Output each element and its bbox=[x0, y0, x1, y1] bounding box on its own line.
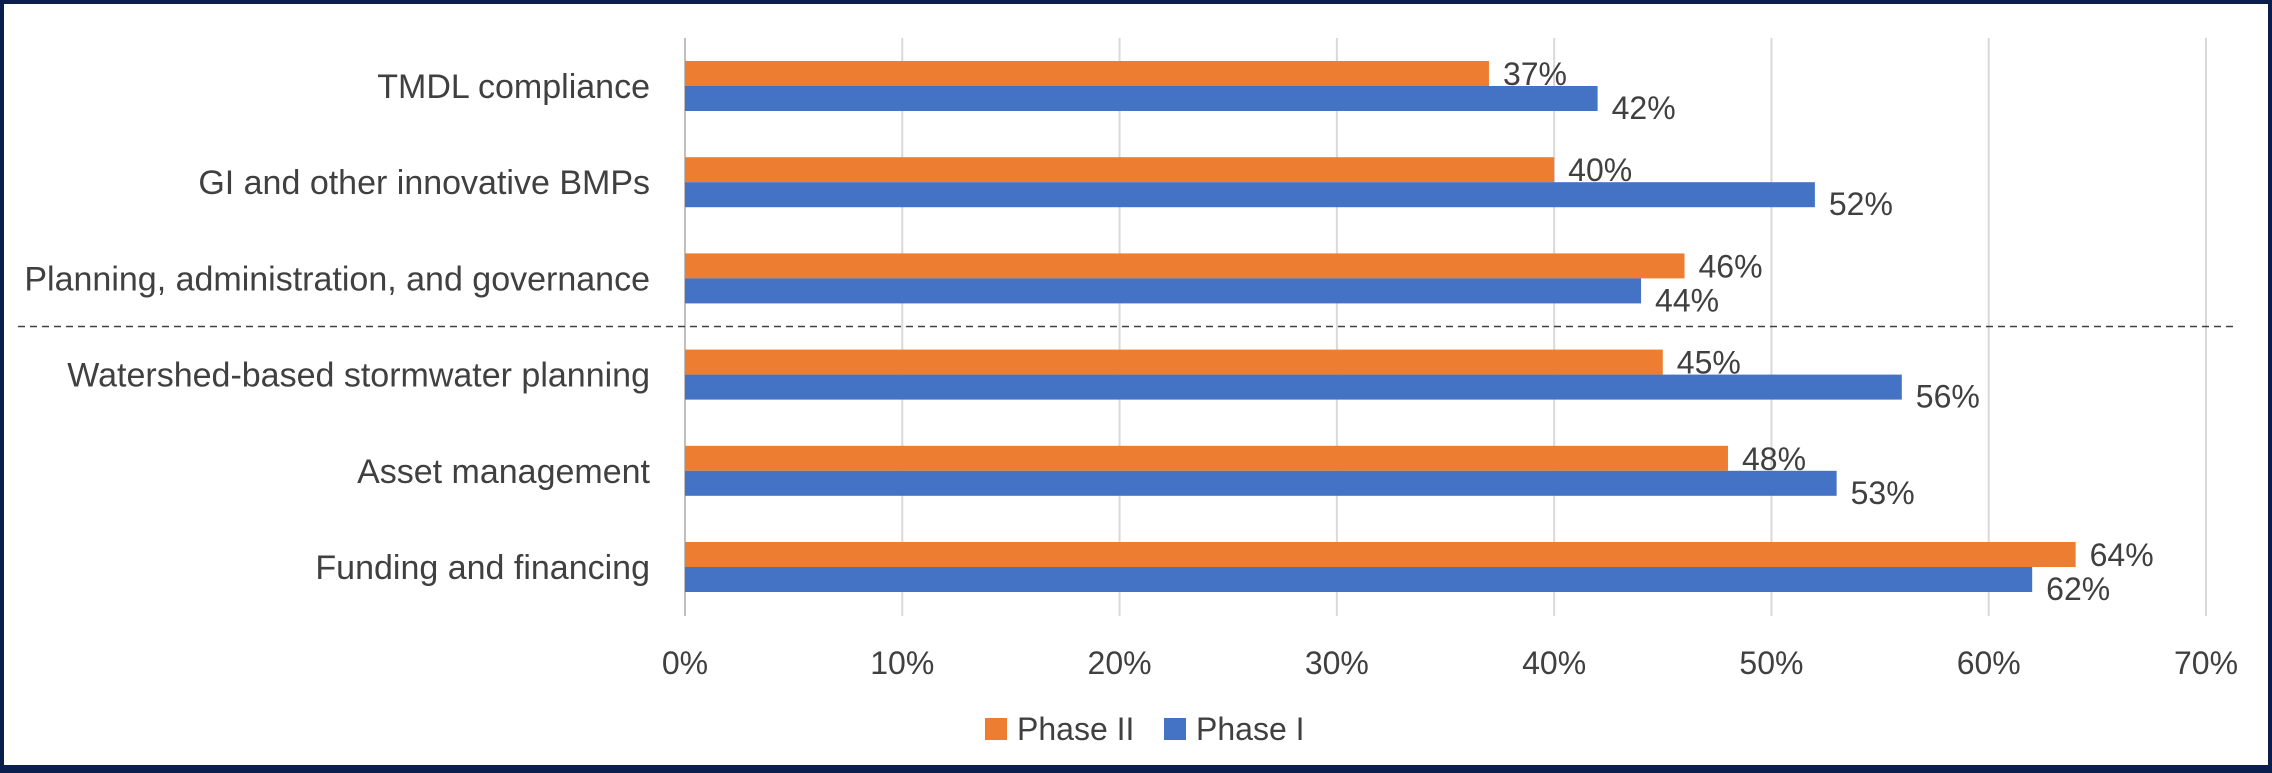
chart-svg: 37% 42% 40% 52% 46%44% 45% 56% 48% 53% 64%62% TMD… bbox=[18, 38, 2238, 747]
category-label: GI and other innovative BMPs bbox=[198, 164, 650, 202]
data-label: 48% bbox=[1742, 441, 1806, 477]
x-tick-label: 10% bbox=[870, 645, 934, 681]
data-label: 46% bbox=[1699, 248, 1763, 284]
bar bbox=[685, 61, 1489, 86]
bar bbox=[685, 567, 2033, 592]
data-label: 37% bbox=[1503, 56, 1567, 92]
data-label: 45% bbox=[1677, 345, 1741, 381]
bar bbox=[685, 445, 1728, 471]
bar bbox=[685, 542, 2076, 567]
data-label: 40% bbox=[1568, 152, 1632, 188]
x-tick-label: 50% bbox=[1739, 645, 1803, 681]
legend-label: Phase I bbox=[1196, 711, 1305, 747]
category-label: Planning, administration, and governance bbox=[24, 260, 650, 298]
data-labels: 37% 42% 40% 52% 46%44% 45% 56% 48% 53% 64%62% bbox=[1503, 56, 2154, 607]
bar bbox=[685, 278, 1642, 304]
bar bbox=[685, 374, 1902, 400]
category-labels: TMDL compliance GI and other innovative B… bbox=[24, 68, 650, 587]
x-tick-label: 30% bbox=[1305, 645, 1369, 681]
bar bbox=[685, 253, 1685, 279]
bar bbox=[685, 157, 1555, 183]
x-tick-label: 40% bbox=[1522, 645, 1586, 681]
data-label: 44% bbox=[1655, 282, 1719, 318]
data-label: 56% bbox=[1916, 379, 1980, 415]
category-label: Asset management bbox=[357, 453, 650, 491]
category-label: Funding and financing bbox=[315, 549, 650, 587]
x-tick-label: 20% bbox=[1088, 645, 1152, 681]
bar bbox=[685, 182, 1815, 208]
category-label: TMDL compliance bbox=[377, 68, 650, 106]
legend-swatch bbox=[1164, 718, 1186, 740]
data-label: 42% bbox=[1612, 90, 1676, 126]
bars bbox=[685, 61, 2076, 592]
data-label: 64% bbox=[2090, 537, 2154, 573]
category-label: Watershed-based stormwater planning bbox=[67, 357, 650, 395]
x-tick-labels: 0% 10% 20% 30% 40% 50% 60% 70% bbox=[662, 645, 2238, 681]
x-tick-label: 0% bbox=[662, 645, 708, 681]
legend-swatch bbox=[985, 718, 1007, 740]
x-tick-label: 70% bbox=[2174, 645, 2238, 681]
bar bbox=[685, 470, 1837, 496]
data-label: 62% bbox=[2046, 571, 2110, 607]
bar bbox=[685, 86, 1598, 111]
data-label: 52% bbox=[1829, 186, 1893, 222]
bar bbox=[685, 349, 1663, 375]
legend: Phase II Phase I bbox=[985, 711, 1305, 747]
legend-label: Phase II bbox=[1017, 711, 1134, 747]
x-tick-label: 60% bbox=[1957, 645, 2021, 681]
data-label: 53% bbox=[1851, 475, 1915, 511]
